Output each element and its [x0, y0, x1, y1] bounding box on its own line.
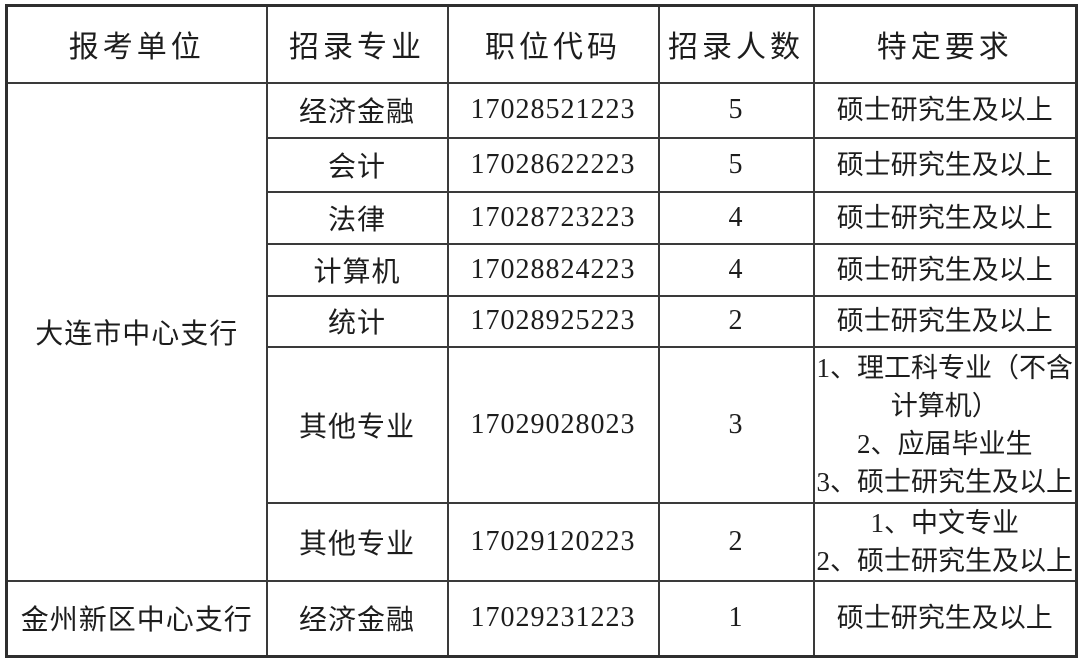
table-row: 其他专业 17029120223 2 1、中文专业 2、硕士研究生及以上 [7, 501, 1078, 582]
requirement-line: 1、理工科专业（不含计算机） [816, 352, 1074, 421]
table-row: 其他专业 17029028023 3 1、理工科专业（不含计算机） 2、应届毕业… [7, 345, 1078, 504]
requirement-line: 硕士研究生及以上 [836, 306, 1053, 336]
cell-count: 4 [657, 190, 815, 245]
cell-code: 17028925223 [446, 294, 660, 348]
cell-count: 4 [657, 242, 815, 297]
cell-requirements: 硕士研究生及以上 [812, 190, 1078, 245]
requirement-line: 1、中文专业 [870, 507, 1020, 538]
cell-code: 17028521223 [446, 81, 660, 139]
cell-major: 经济金融 [265, 81, 449, 139]
header-row: 报考单位 招录专业 职位代码 招录人数 特定要求 [5, 4, 1078, 84]
column-header-unit: 报考单位 [5, 4, 268, 84]
cell-unit-jinzhou: 金州新区中心支行 [5, 579, 268, 658]
cell-count: 2 [657, 294, 815, 348]
table-row: 大连市中心支行 经济金融 17028521223 5 硕士研究生及以上 [5, 81, 1078, 582]
requirement-line: 硕士研究生及以上 [836, 149, 1053, 180]
cell-major: 经济金融 [265, 579, 449, 658]
cell-major: 法律 [265, 190, 449, 245]
requirement-line: 3、硕士研究生及以上 [816, 466, 1074, 497]
cell-major: 统计 [265, 294, 449, 348]
column-header-count: 招录人数 [657, 4, 815, 84]
cell-major: 其他专业 [265, 501, 449, 582]
cell-unit-dalian: 大连市中心支行 [5, 81, 268, 582]
cell-code: 17028622223 [446, 136, 660, 193]
column-header-code: 职位代码 [446, 4, 660, 84]
cell-requirements: 硕士研究生及以上 [812, 579, 1078, 658]
column-header-requirements: 特定要求 [812, 4, 1078, 84]
requirement-line: 2、应届毕业生 [857, 428, 1033, 459]
requirement-line: 2、硕士研究生及以上 [816, 545, 1074, 576]
table-row: 法律 17028723223 4 硕士研究生及以上 [7, 190, 1078, 245]
cell-requirements: 硕士研究生及以上 [812, 242, 1078, 297]
table-row: 统计 17028925223 2 硕士研究生及以上 [7, 294, 1078, 348]
cell-major: 其他专业 [265, 345, 449, 504]
cell-code: 17029231223 [446, 579, 660, 658]
cell-major: 会计 [265, 136, 449, 193]
cell-count: 3 [657, 345, 815, 504]
cell-code: 17028824223 [446, 242, 660, 297]
table-row: 金州新区中心支行 经济金融 17029231223 1 硕士研究生及以上 [5, 579, 1078, 658]
cell-requirements: 硕士研究生及以上 [812, 136, 1078, 193]
cell-count: 2 [657, 501, 815, 582]
requirement-line: 硕士研究生及以上 [836, 95, 1053, 125]
cell-count: 1 [657, 579, 815, 658]
table-row: 会计 17028622223 5 硕士研究生及以上 [7, 136, 1078, 193]
cell-major: 计算机 [265, 242, 449, 297]
column-header-major: 招录专业 [265, 4, 449, 84]
cell-count: 5 [657, 81, 815, 139]
cell-code: 17028723223 [446, 190, 660, 245]
cell-count: 5 [657, 136, 815, 193]
table-row: 计算机 17028824223 4 硕士研究生及以上 [7, 242, 1078, 297]
requirement-line: 硕士研究生及以上 [836, 254, 1053, 285]
recruitment-table: 报考单位 招录专业 职位代码 招录人数 特定要求 大连市中心支行 经济金融 17… [5, 4, 1078, 658]
requirement-line: 硕士研究生及以上 [836, 603, 1053, 634]
cell-requirements: 硕士研究生及以上 [812, 294, 1078, 348]
cell-code: 17029120223 [446, 501, 660, 582]
cell-requirements: 1、理工科专业（不含计算机） 2、应届毕业生 3、硕士研究生及以上 [812, 345, 1078, 504]
cell-requirements: 1、中文专业 2、硕士研究生及以上 [812, 501, 1078, 582]
requirement-line: 硕士研究生及以上 [836, 202, 1053, 233]
cell-requirements: 硕士研究生及以上 [812, 81, 1078, 139]
cell-code: 17029028023 [446, 345, 660, 504]
